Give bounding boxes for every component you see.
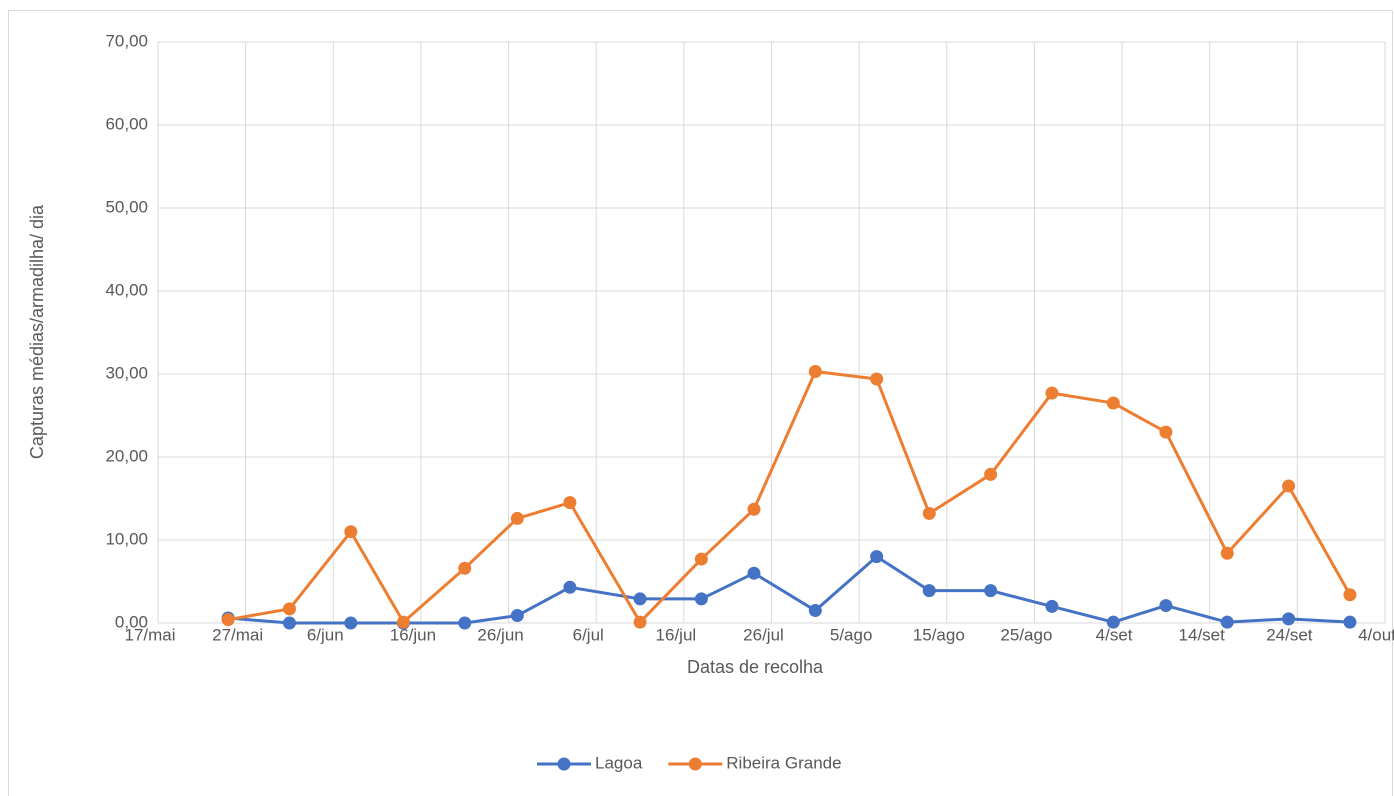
data-point xyxy=(984,467,998,481)
y-tick-label: 20,00 xyxy=(105,446,148,465)
x-tick-label: 25/ago xyxy=(1000,625,1052,644)
data-point xyxy=(747,566,761,580)
data-point xyxy=(1343,588,1357,602)
legend-marker xyxy=(557,757,571,771)
y-tick-label: 50,00 xyxy=(105,197,148,216)
x-tick-label: 6/jul xyxy=(573,625,604,644)
data-point xyxy=(633,592,647,606)
x-tick-label: 26/jun xyxy=(477,625,523,644)
data-point xyxy=(396,615,410,629)
y-tick-label: 10,00 xyxy=(105,529,148,548)
data-point xyxy=(1159,425,1173,439)
y-tick-label: 0,00 xyxy=(115,612,148,631)
data-point xyxy=(344,616,358,630)
data-point xyxy=(984,584,998,598)
data-point xyxy=(808,365,822,379)
x-tick-label: 14/set xyxy=(1179,625,1226,644)
x-tick-label: 17/mai xyxy=(124,625,175,644)
data-point xyxy=(808,604,822,618)
data-point xyxy=(510,609,524,623)
data-point xyxy=(282,616,296,630)
data-point xyxy=(694,592,708,606)
y-tick-label: 70,00 xyxy=(105,31,148,50)
x-axis-label: Datas de recolha xyxy=(687,657,824,677)
y-tick-label: 60,00 xyxy=(105,114,148,133)
data-point xyxy=(458,616,472,630)
data-point xyxy=(1106,615,1120,629)
data-point xyxy=(1159,599,1173,613)
x-tick-label: 4/out xyxy=(1358,625,1394,644)
y-tick-label: 40,00 xyxy=(105,280,148,299)
data-point xyxy=(922,506,936,520)
data-point xyxy=(694,552,708,566)
data-point xyxy=(870,372,884,386)
x-tick-label: 26/jul xyxy=(743,625,784,644)
x-tick-label: 16/jun xyxy=(390,625,436,644)
chart-border xyxy=(8,10,1393,796)
x-tick-label: 6/jun xyxy=(307,625,344,644)
data-point xyxy=(510,511,524,525)
series-line xyxy=(227,370,1352,624)
legend-marker xyxy=(688,757,702,771)
data-point xyxy=(633,615,647,629)
data-point xyxy=(1106,396,1120,410)
data-point xyxy=(870,550,884,564)
x-tick-label: 24/set xyxy=(1266,625,1313,644)
data-point xyxy=(1220,546,1234,560)
y-tick-label: 30,00 xyxy=(105,363,148,382)
x-tick-label: 5/ago xyxy=(830,625,873,644)
data-point xyxy=(922,584,936,598)
legend-label: Ribeira Grande xyxy=(726,753,841,772)
data-point xyxy=(1045,386,1059,400)
data-point xyxy=(344,525,358,539)
data-point xyxy=(1343,615,1357,629)
data-point xyxy=(1282,612,1296,626)
data-point xyxy=(1045,599,1059,613)
data-point xyxy=(563,496,577,510)
x-tick-label: 15/ago xyxy=(913,625,965,644)
series-line xyxy=(227,555,1351,625)
x-tick-label: 27/mai xyxy=(212,625,263,644)
data-point xyxy=(1220,615,1234,629)
data-point xyxy=(458,561,472,575)
data-point xyxy=(747,502,761,516)
data-point xyxy=(221,613,235,627)
y-axis-label: Capturas médias/armadilha/ dia xyxy=(27,204,47,459)
data-point xyxy=(282,602,296,616)
x-tick-label: 4/set xyxy=(1096,625,1133,644)
legend-label: Lagoa xyxy=(595,753,643,772)
data-point xyxy=(1282,479,1296,493)
data-point xyxy=(563,580,577,594)
x-tick-label: 16/jul xyxy=(656,625,697,644)
